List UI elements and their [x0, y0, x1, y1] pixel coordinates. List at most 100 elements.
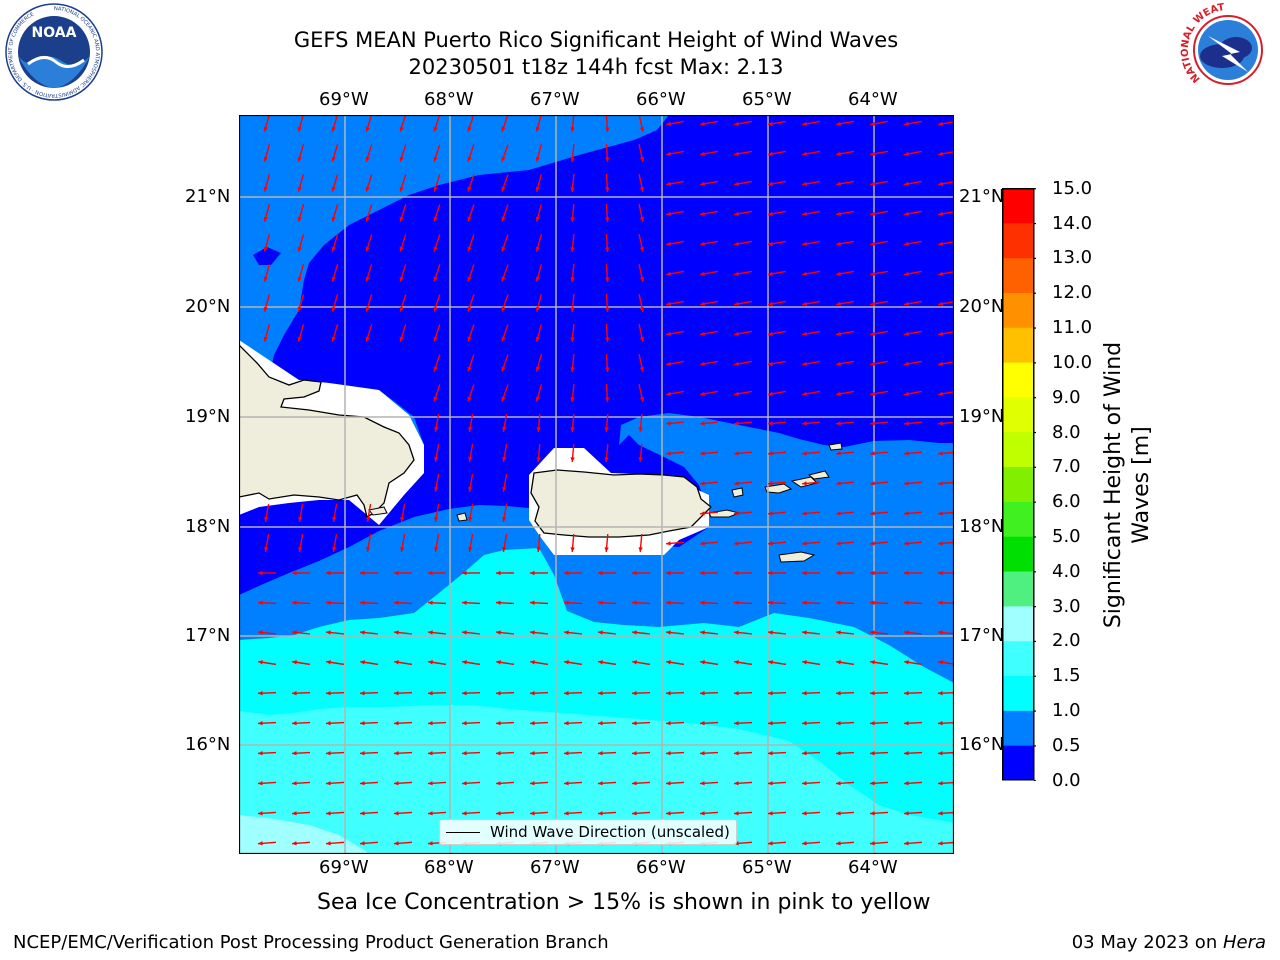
wind-wave-arrow	[666, 210, 684, 216]
wind-wave-arrow	[366, 534, 372, 552]
wind-wave-arrow	[665, 751, 685, 756]
wind-wave-arrow	[903, 421, 923, 426]
wind-wave-arrow	[291, 721, 311, 726]
wind-wave-arrow	[700, 120, 718, 126]
wind-wave-arrow	[597, 630, 617, 635]
wind-wave-arrow	[903, 511, 923, 516]
wind-wave-arrow	[870, 180, 888, 186]
wind-wave-arrow	[365, 324, 373, 342]
island-anegada	[828, 442, 843, 451]
lon-tick-bottom-68w: 68°W	[424, 857, 474, 878]
wind-wave-arrow	[325, 660, 345, 666]
wind-wave-arrow	[767, 630, 787, 635]
wind-wave-arrow	[427, 600, 447, 605]
wind-wave-arrow	[332, 504, 338, 522]
wind-wave-arrow	[263, 204, 271, 222]
colorbar-cell	[1002, 605, 1034, 642]
wind-wave-arrow	[535, 234, 543, 252]
wind-wave-arrow	[631, 660, 651, 666]
wind-wave-arrow	[699, 751, 719, 756]
wind-wave-arrow	[801, 660, 821, 666]
wind-wave-arrow	[264, 534, 270, 552]
wind-wave-arrow	[733, 600, 753, 605]
wind-wave-arrow	[502, 414, 508, 432]
wind-wave-arrow	[325, 841, 345, 846]
wind-wave-arrow	[767, 481, 787, 486]
wind-wave-arrow	[638, 384, 645, 402]
wind-wave-arrow	[802, 120, 820, 126]
wind-wave-arrow	[467, 324, 475, 342]
wind-wave-arrow	[734, 150, 752, 156]
wind-wave-arrow	[399, 144, 407, 162]
wind-wave-arrow	[903, 841, 923, 846]
wind-wave-arrow	[297, 144, 305, 162]
wind-wave-arrow	[734, 360, 752, 366]
wind-wave-arrow	[495, 751, 515, 756]
wind-wave-arrow	[699, 541, 719, 546]
wind-wave-arrow	[802, 360, 820, 366]
wind-wave-arrow	[501, 294, 509, 312]
wind-wave-arrow	[563, 751, 583, 756]
colorbar-tick-label: 7.0	[1052, 456, 1081, 478]
colorbar-tick-label: 1.5	[1052, 665, 1081, 687]
wind-wave-arrow	[700, 210, 718, 216]
wind-wave-arrow	[605, 143, 610, 163]
wind-wave-arrow	[597, 660, 617, 666]
wind-wave-arrow	[836, 360, 854, 366]
wind-wave-arrow	[665, 570, 685, 576]
wind-wave-arrow	[325, 811, 345, 816]
wind-wave-arrow	[325, 751, 345, 756]
wind-wave-arrow	[605, 383, 610, 403]
wind-wave-arrow	[563, 721, 583, 726]
wind-wave-arrow	[699, 600, 719, 605]
colorbar-cell	[1002, 745, 1034, 781]
wind-wave-arrow	[903, 630, 923, 635]
wind-wave-arrow	[733, 751, 753, 756]
wind-wave-arrow	[563, 600, 583, 605]
wind-wave-arrow	[836, 120, 854, 126]
lat-tick-right-19n: 19°N	[959, 406, 1005, 427]
wind-wave-arrow	[529, 660, 549, 666]
wind-wave-arrow	[467, 115, 475, 132]
wind-wave-arrow	[733, 570, 753, 576]
wind-wave-arrow	[427, 811, 447, 816]
wind-wave-arrow	[434, 414, 440, 432]
wind-wave-arrow	[535, 204, 543, 222]
colorbar-tick-label: 15.0	[1052, 177, 1093, 199]
wind-wave-arrow	[501, 144, 509, 162]
wind-wave-arrow	[665, 630, 685, 635]
wind-wave-arrow	[529, 600, 549, 605]
wind-wave-arrow	[570, 383, 575, 403]
wind-wave-arrow	[495, 630, 515, 635]
footer-date: 03 May 2023 on Hera	[1072, 932, 1266, 953]
wind-wave-arrow	[869, 781, 889, 786]
wind-wave-arrow	[734, 120, 752, 126]
wind-wave-arrow	[325, 781, 345, 786]
wind-wave-arrow	[461, 811, 481, 816]
wind-wave-arrow	[699, 781, 719, 786]
wind-wave-arrow	[467, 204, 475, 222]
wind-wave-arrow	[529, 630, 549, 635]
wind-wave-arrow	[570, 353, 575, 373]
wind-wave-arrow	[869, 630, 889, 635]
wind-wave-arrow	[903, 811, 923, 816]
wind-wave-arrow	[433, 234, 441, 252]
wind-wave-arrow	[597, 600, 617, 605]
wind-wave-arrow	[665, 691, 685, 696]
wind-wave-arrow	[734, 180, 752, 186]
colorbar-tick-label: 0.0	[1052, 769, 1081, 791]
wind-wave-arrow	[325, 600, 345, 605]
wind-wave-arrow	[467, 174, 475, 192]
wind-wave-arrow	[366, 504, 372, 522]
wind-wave-arrow	[433, 204, 441, 222]
wind-wave-arrow	[461, 721, 481, 726]
wind-wave-arrow	[666, 270, 684, 276]
wind-wave-arrow	[365, 204, 373, 222]
wind-wave-arrow	[570, 233, 575, 253]
wind-wave-arrow	[427, 660, 447, 666]
wind-wave-arrow	[869, 841, 889, 846]
wind-wave-arrow	[297, 324, 305, 342]
wind-wave-arrow	[468, 504, 474, 522]
wind-wave-arrow	[903, 691, 923, 696]
wind-wave-arrow	[433, 144, 441, 162]
